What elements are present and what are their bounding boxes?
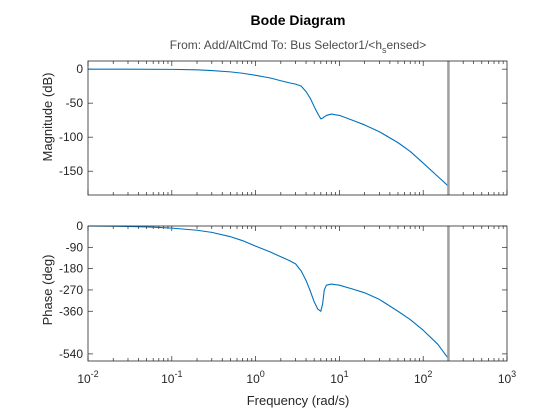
x-tick-label: 103 xyxy=(498,369,516,386)
y-tick-label: -100 xyxy=(59,130,83,144)
plot-area xyxy=(88,226,507,361)
phase-panel: 0 -90 -180 -270 -360 -540 xyxy=(59,219,508,362)
magnitude-panel: 0 -50 -100 -150 xyxy=(59,60,508,196)
y-tick-label: -90 xyxy=(66,240,84,254)
y-tick-label: -540 xyxy=(59,347,83,361)
y-tick-label: -180 xyxy=(59,262,83,276)
y-tick-label: -270 xyxy=(59,283,83,297)
x-axis-label: Frequency (rad/s) xyxy=(247,393,350,408)
series-line xyxy=(88,68,449,187)
y-tick-label: -50 xyxy=(66,96,84,110)
series-line xyxy=(87,225,449,359)
x-tick-label: 10-1 xyxy=(161,369,182,386)
plot-area xyxy=(88,61,507,195)
x-tick-label: 100 xyxy=(246,369,264,386)
axes-frame xyxy=(87,225,508,362)
x-tick-label: 102 xyxy=(414,369,432,386)
y-tick-label: -360 xyxy=(59,304,83,318)
magnitude-y-axis-label: Magnitude (dB) xyxy=(40,73,55,162)
chart-subtitle: From: Add/AltCmd To: Bus Selector1/<hsen… xyxy=(170,38,426,55)
y-tick-label: 0 xyxy=(76,219,83,233)
chart-title: Bode Diagram xyxy=(251,12,346,28)
phase-y-axis-label: Phase (deg) xyxy=(40,255,55,326)
x-tick-label: 10-2 xyxy=(77,369,98,386)
x-tick-label: 101 xyxy=(330,369,348,386)
y-tick-label: 0 xyxy=(76,62,83,76)
axes-frame xyxy=(87,60,508,196)
y-tick-label: -150 xyxy=(59,164,83,178)
x-tick-labels: 10-2 10-1 100 101 102 103 xyxy=(77,369,516,386)
